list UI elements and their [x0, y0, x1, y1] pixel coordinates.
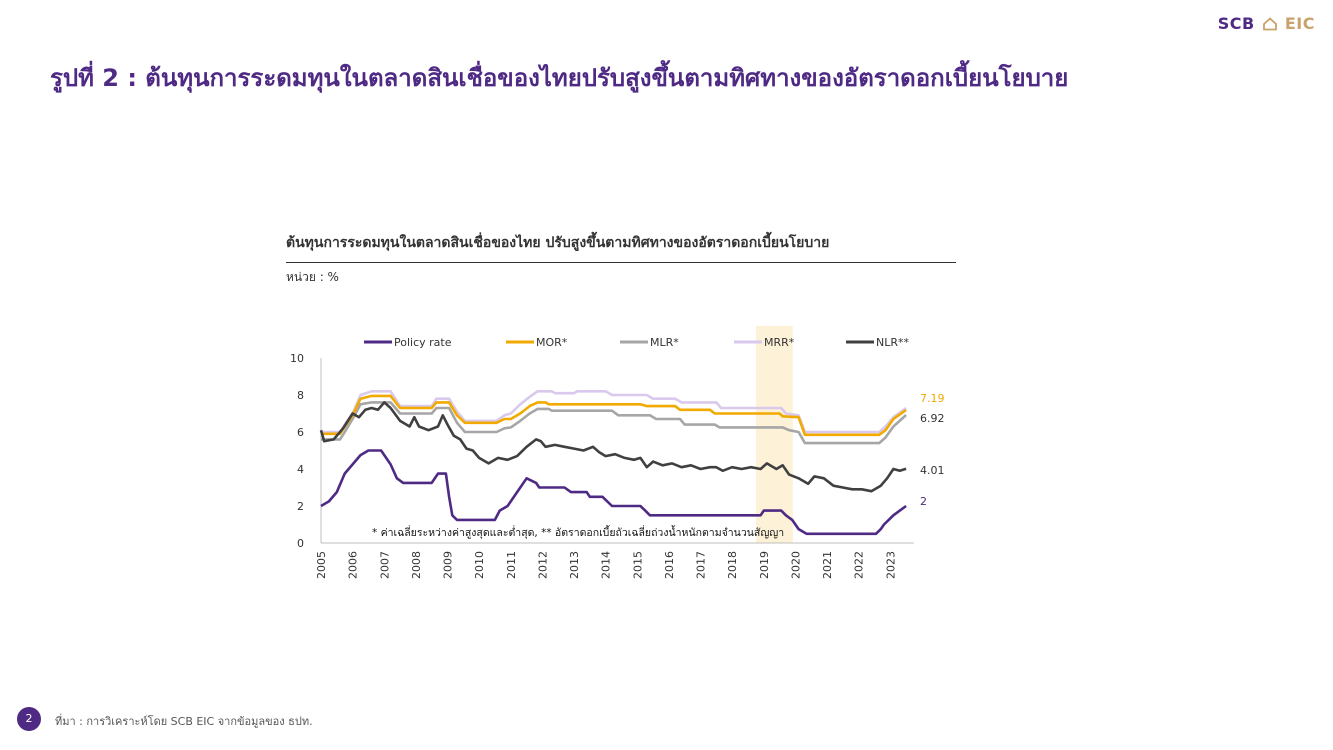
legend-label: MRR* — [764, 336, 795, 349]
series-line-nlr — [319, 401, 907, 493]
highlight-band — [755, 326, 793, 543]
y-tick-label: 0 — [297, 537, 304, 550]
chart-unit-label: หน่วย : % — [286, 270, 339, 284]
x-tick-label: 2014 — [600, 551, 613, 579]
x-tick-label: 2008 — [410, 551, 423, 579]
scb-eic-logo: SCB EIC — [1218, 14, 1315, 33]
x-tick-label: 2013 — [568, 551, 581, 579]
y-tick-label: 8 — [297, 389, 304, 402]
end-value-label: 2 — [920, 495, 927, 508]
x-tick-label: 2021 — [821, 551, 834, 579]
series-line-mlr — [321, 401, 907, 445]
y-tick-label: 4 — [297, 463, 304, 476]
x-tick-label: 2017 — [695, 551, 708, 579]
legend-label: NLR** — [876, 336, 910, 349]
x-tick-label: 2018 — [726, 551, 739, 579]
x-tick-label: 2020 — [789, 551, 802, 579]
y-tick-label: 2 — [297, 500, 304, 513]
y-tick-label: 6 — [297, 426, 304, 439]
end-value-label: 6.92 — [920, 412, 945, 425]
chart-title: ต้นทุนการระดมทุนในตลาดสินเชื่อของไทย ปรั… — [286, 235, 830, 251]
x-tick-label: 2023 — [884, 551, 897, 579]
house-icon — [1262, 17, 1277, 31]
x-tick-label: 2005 — [315, 551, 328, 579]
legend-label: MLR* — [650, 336, 679, 349]
line-chart: 0 2 4 6 8 10 2005 2006 2007 2008 2009 2010 2011 2012 2… — [290, 326, 945, 579]
series-line-mrr — [321, 390, 907, 434]
x-tick-label: 2019 — [758, 551, 771, 579]
x-tick-label: 2011 — [505, 551, 518, 579]
chart-footnote: * ค่าเฉลี่ยระหว่างค่าสูงสุดและต่ำสุด, **… — [372, 525, 784, 539]
page-number-badge: 2 — [17, 707, 41, 731]
x-tick-label: 2006 — [347, 551, 360, 579]
source-note: ที่มา : การวิเคราะห์โดย SCB EIC จากข้อมู… — [55, 715, 313, 728]
x-tick-label: 2012 — [536, 551, 549, 579]
legend-label: Policy rate — [394, 336, 452, 349]
x-tick-label: 2016 — [663, 551, 676, 579]
x-tick-label: 2010 — [473, 551, 486, 579]
x-tick-label: 2015 — [631, 551, 644, 579]
end-value-label: 4.01 — [920, 464, 945, 477]
series-line-policyrate — [320, 449, 907, 536]
series-line-mor — [321, 394, 907, 437]
legend-label: MOR* — [536, 336, 568, 349]
logo-text-eic: EIC — [1284, 14, 1315, 33]
x-tick-label: 2009 — [442, 551, 455, 579]
y-tick-label: 10 — [290, 352, 304, 365]
x-tick-label: 2022 — [853, 551, 866, 579]
chart-title-divider — [286, 262, 956, 263]
page-title: รูปที่ 2 : ต้นทุนการระดมทุนในตลาดสินเชื่… — [50, 64, 1069, 92]
logo-text-scb: SCB — [1217, 14, 1255, 33]
end-value-label: 7.19 — [920, 392, 945, 405]
x-tick-label: 2007 — [378, 551, 391, 579]
